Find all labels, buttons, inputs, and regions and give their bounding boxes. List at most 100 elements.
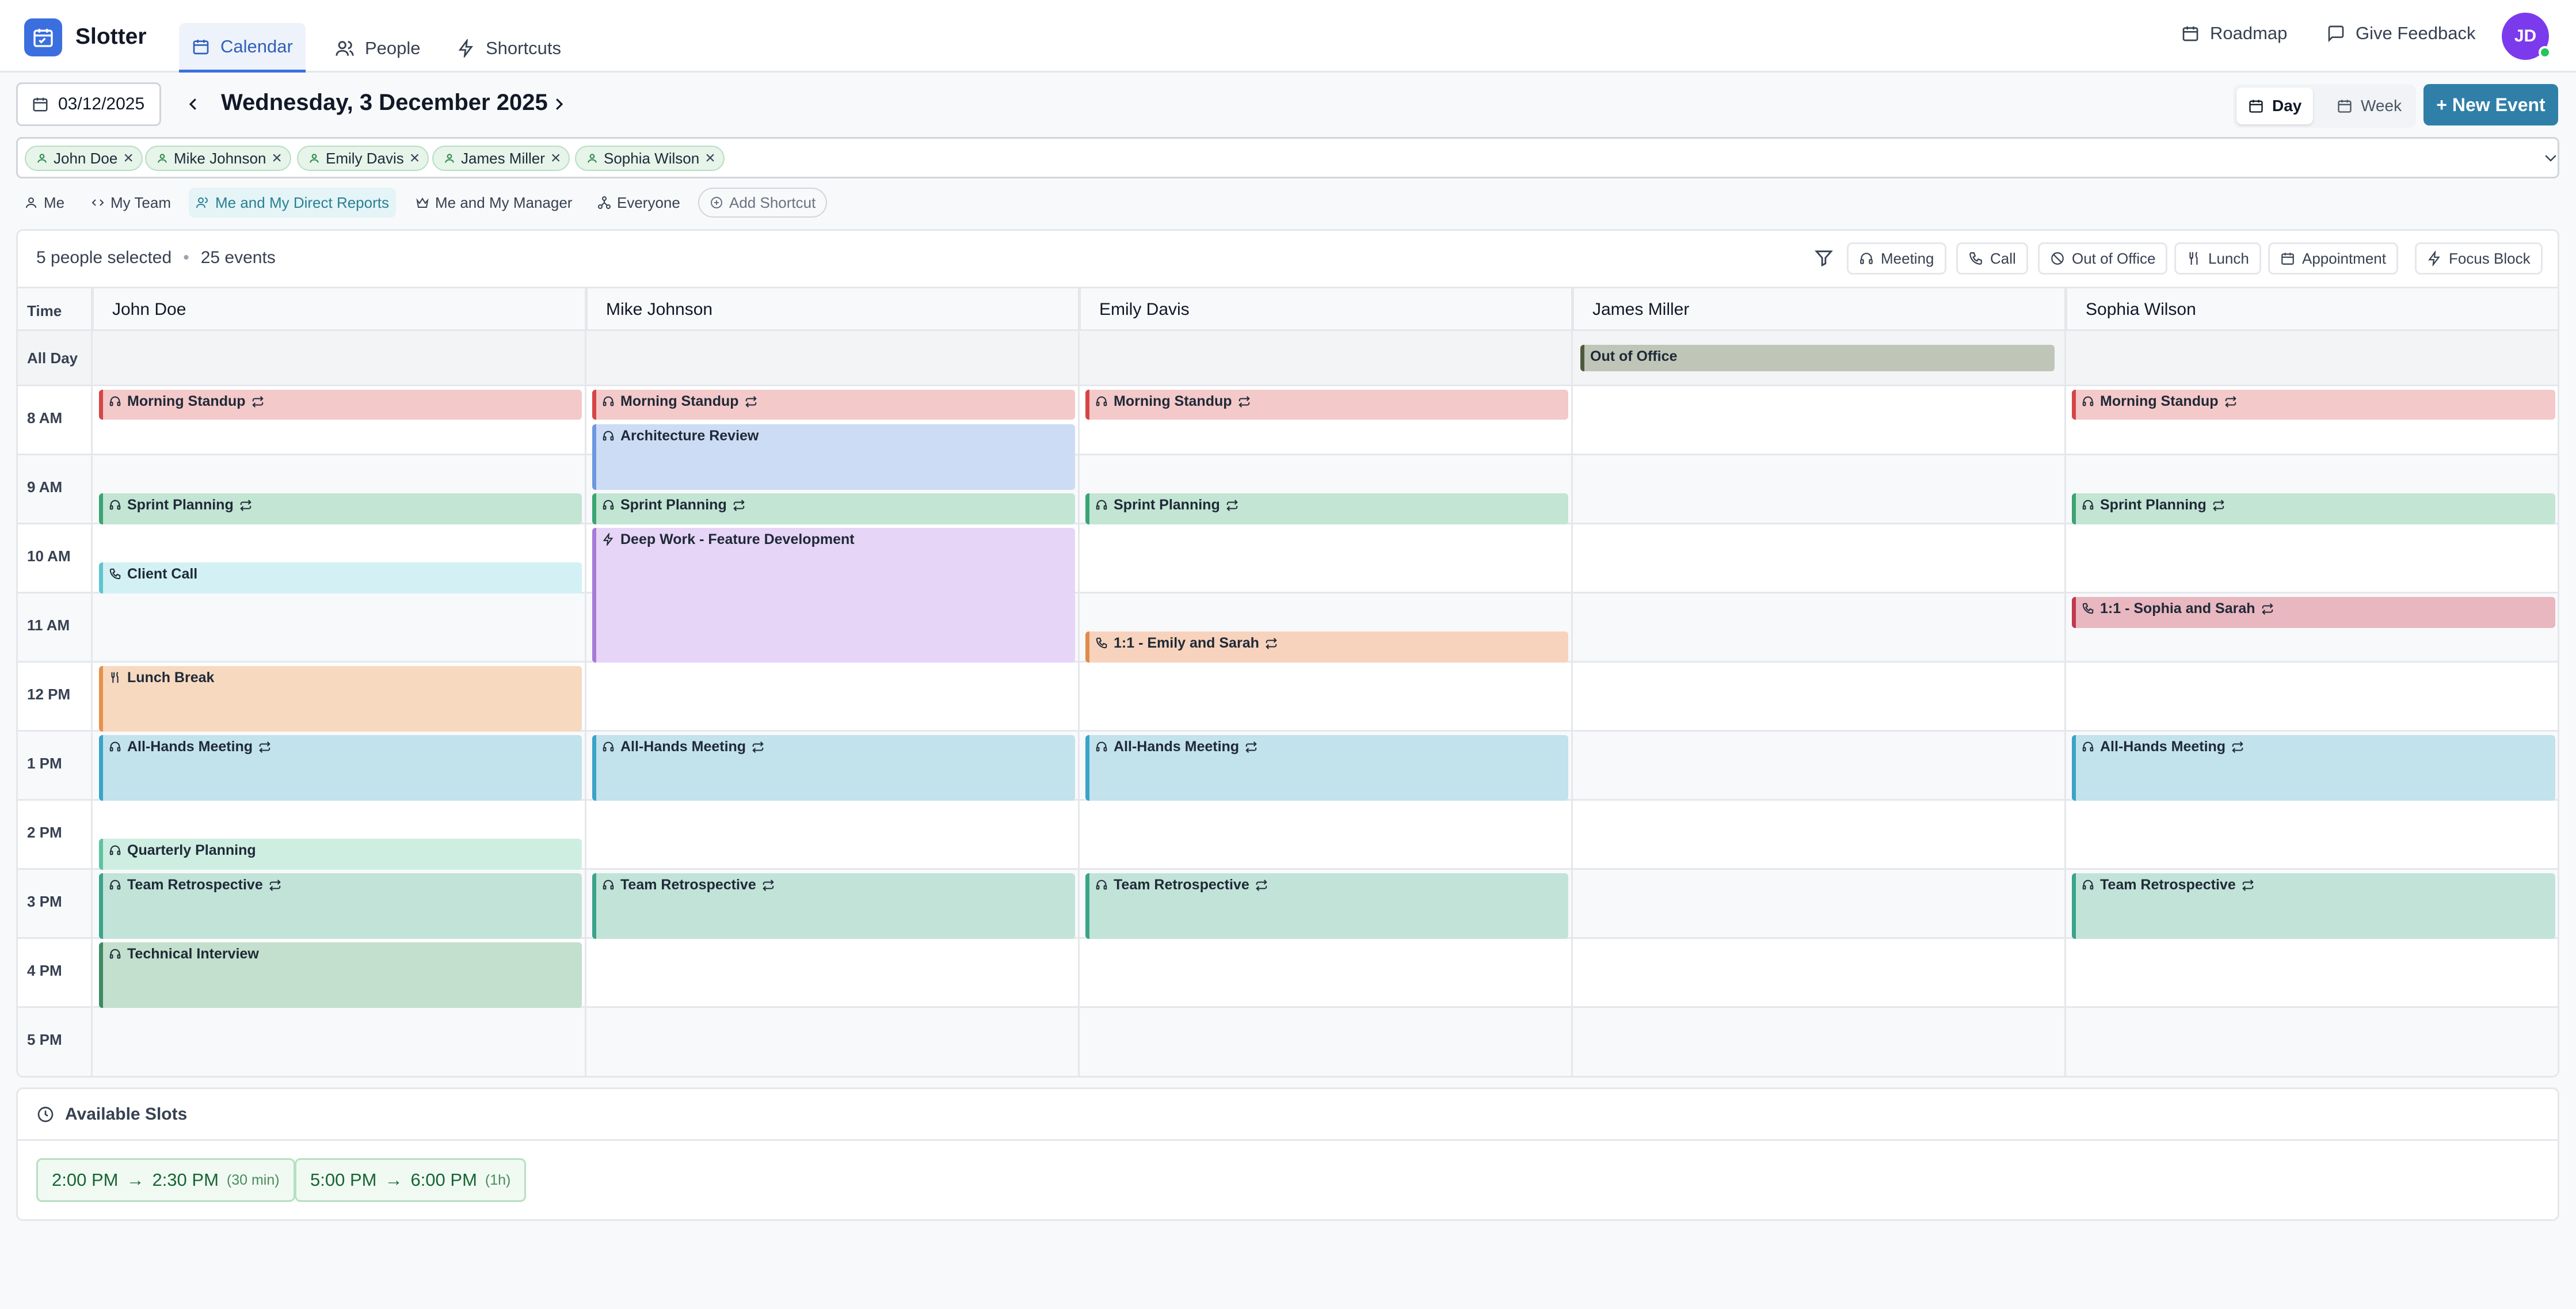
column-divider bbox=[91, 288, 93, 1076]
give-feedback-button[interactable]: Give Feedback bbox=[2327, 23, 2476, 44]
filter-appointment-button[interactable]: Appointment bbox=[2268, 242, 2398, 275]
phone-icon bbox=[2082, 603, 2094, 614]
event-title: Team Retrospective bbox=[127, 877, 263, 893]
new-event-button[interactable]: + New Event bbox=[2423, 84, 2558, 125]
headset-icon bbox=[603, 396, 614, 406]
headset-icon bbox=[603, 880, 614, 890]
event-block[interactable]: All-Hands Meeting bbox=[2072, 735, 2555, 801]
shortcut-direct-reports-label: Me and My Direct Reports bbox=[215, 193, 389, 211]
slot-start: 5:00 PM bbox=[310, 1170, 377, 1190]
filter-out-of-office-button[interactable]: Out of Office bbox=[2038, 242, 2168, 275]
tab-people-label: People bbox=[365, 38, 421, 58]
event-block[interactable]: Morning Standup bbox=[2072, 390, 2555, 420]
tab-people[interactable]: People bbox=[322, 24, 433, 73]
next-day-button[interactable] bbox=[547, 92, 571, 116]
slot-start: 2:00 PM bbox=[52, 1170, 119, 1190]
event-block[interactable]: Deep Work - Feature Development bbox=[592, 528, 1075, 663]
event-title: Morning Standup bbox=[620, 393, 739, 409]
event-title: All-Hands Meeting bbox=[2100, 739, 2226, 755]
shortcut-me[interactable]: Me bbox=[17, 188, 71, 218]
available-slot[interactable]: 5:00 PM → 6:00 PM (1h) bbox=[295, 1158, 527, 1202]
event-title: Team Retrospective bbox=[1114, 877, 1249, 893]
shortcut-me-and-my-manager[interactable]: Me and My Manager bbox=[409, 188, 579, 218]
separator-dot: • bbox=[183, 248, 189, 267]
shortcut-my-team-label: My Team bbox=[110, 193, 171, 211]
event-block[interactable]: Morning Standup bbox=[1085, 390, 1568, 420]
repeat-icon bbox=[2261, 603, 2273, 615]
shortcut-my-team[interactable]: My Team bbox=[84, 188, 178, 218]
hour-label: 9 AM bbox=[27, 478, 63, 496]
headset-icon bbox=[603, 431, 614, 441]
tab-calendar[interactable]: Calendar bbox=[179, 23, 306, 73]
event-block[interactable]: Team Retrospective bbox=[99, 873, 582, 939]
filter-out-of-office-label: Out of Office bbox=[2072, 249, 2156, 267]
person-chip: Emily Davis × bbox=[297, 146, 429, 171]
event-block[interactable]: All-Hands Meeting bbox=[1085, 735, 1568, 801]
headset-icon bbox=[1096, 500, 1107, 510]
shortcut-me-and-my-direct-reports[interactable]: Me and My Direct Reports bbox=[189, 188, 396, 218]
event-block[interactable]: Team Retrospective bbox=[1085, 873, 1568, 939]
event-block[interactable]: Sprint Planning bbox=[2072, 493, 2555, 524]
view-week-button[interactable]: Week bbox=[2325, 87, 2413, 124]
event-block[interactable]: Sprint Planning bbox=[1085, 493, 1568, 524]
repeat-icon bbox=[1238, 396, 1250, 408]
time-column-header: Time bbox=[27, 302, 62, 319]
filter-call-button[interactable]: Call bbox=[1956, 242, 2028, 275]
roadmap-button[interactable]: Roadmap bbox=[2181, 23, 2287, 44]
event-block[interactable]: Team Retrospective bbox=[2072, 873, 2555, 939]
event-block[interactable]: Out of Office bbox=[1580, 345, 2055, 371]
repeat-icon bbox=[251, 396, 264, 408]
filter-focus-block-button[interactable]: Focus Block bbox=[2415, 242, 2543, 275]
people-multiselect[interactable]: John Doe × Mike Johnson × Emily Davis × … bbox=[16, 137, 2559, 178]
prev-day-button[interactable] bbox=[181, 92, 205, 116]
event-title: Morning Standup bbox=[2100, 393, 2219, 409]
event-block[interactable]: Sprint Planning bbox=[592, 493, 1075, 524]
avatar[interactable]: JD bbox=[2502, 13, 2549, 60]
headset-icon bbox=[2082, 880, 2094, 890]
person-chip: John Doe × bbox=[25, 146, 143, 171]
shortcut-everyone[interactable]: Everyone bbox=[590, 188, 687, 218]
event-block[interactable]: Sprint Planning bbox=[99, 493, 582, 524]
event-block[interactable]: All-Hands Meeting bbox=[99, 735, 582, 801]
event-block[interactable]: Quarterly Planning bbox=[99, 839, 582, 870]
filter-lunch-button[interactable]: Lunch bbox=[2174, 242, 2261, 275]
tab-calendar-label: Calendar bbox=[220, 36, 293, 56]
online-status-dot bbox=[2539, 46, 2551, 59]
event-block[interactable]: Lunch Break bbox=[99, 666, 582, 732]
calendar-panel: 5 people selected • 25 events Meeting Ca… bbox=[16, 229, 2559, 1078]
available-slots-header: Available Slots bbox=[18, 1089, 2558, 1141]
event-block[interactable]: Technical Interview bbox=[99, 942, 582, 1008]
event-block[interactable]: 1:1 - Emily and Sarah bbox=[1085, 631, 1568, 663]
person-chip-label: Emily Davis bbox=[326, 149, 404, 167]
hour-label: 3 PM bbox=[27, 893, 62, 910]
event-block[interactable]: Morning Standup bbox=[99, 390, 582, 420]
chevron-down-icon[interactable] bbox=[2542, 149, 2559, 166]
repeat-icon bbox=[259, 741, 270, 753]
event-block[interactable]: 1:1 - Sophia and Sarah bbox=[2072, 597, 2555, 628]
bolt-icon bbox=[458, 39, 473, 58]
event-block[interactable]: All-Hands Meeting bbox=[592, 735, 1075, 801]
event-block[interactable]: Client Call bbox=[99, 562, 582, 593]
filter-meeting-button[interactable]: Meeting bbox=[1847, 242, 1946, 275]
event-block[interactable]: Architecture Review bbox=[592, 424, 1075, 490]
person-chip-label: James Miller bbox=[461, 149, 545, 167]
column-header-james: James Miller bbox=[1572, 288, 2066, 331]
event-title: Client Call bbox=[127, 566, 198, 582]
add-shortcut-button[interactable]: Add Shortcut bbox=[698, 188, 828, 218]
available-slot[interactable]: 2:00 PM → 2:30 PM (30 min) bbox=[36, 1158, 295, 1202]
view-day-button[interactable]: Day bbox=[2236, 87, 2314, 124]
remove-chip-icon[interactable]: × bbox=[409, 149, 420, 168]
remove-chip-icon[interactable]: × bbox=[272, 149, 282, 168]
remove-chip-icon[interactable]: × bbox=[550, 149, 561, 168]
event-block[interactable]: Team Retrospective bbox=[592, 873, 1075, 939]
column-header-mike: Mike Johnson bbox=[586, 288, 1079, 331]
event-title: Morning Standup bbox=[127, 393, 246, 409]
remove-chip-icon[interactable]: × bbox=[123, 149, 134, 168]
filter-icon[interactable] bbox=[1814, 248, 1834, 268]
available-slots-title: Available Slots bbox=[65, 1104, 188, 1124]
tab-shortcuts[interactable]: Shortcuts bbox=[444, 24, 574, 73]
remove-chip-icon[interactable]: × bbox=[705, 149, 715, 168]
event-block[interactable]: Morning Standup bbox=[592, 390, 1075, 420]
date-picker-input[interactable]: 03/12/2025 bbox=[16, 82, 161, 126]
event-title: Sprint Planning bbox=[2100, 497, 2207, 513]
